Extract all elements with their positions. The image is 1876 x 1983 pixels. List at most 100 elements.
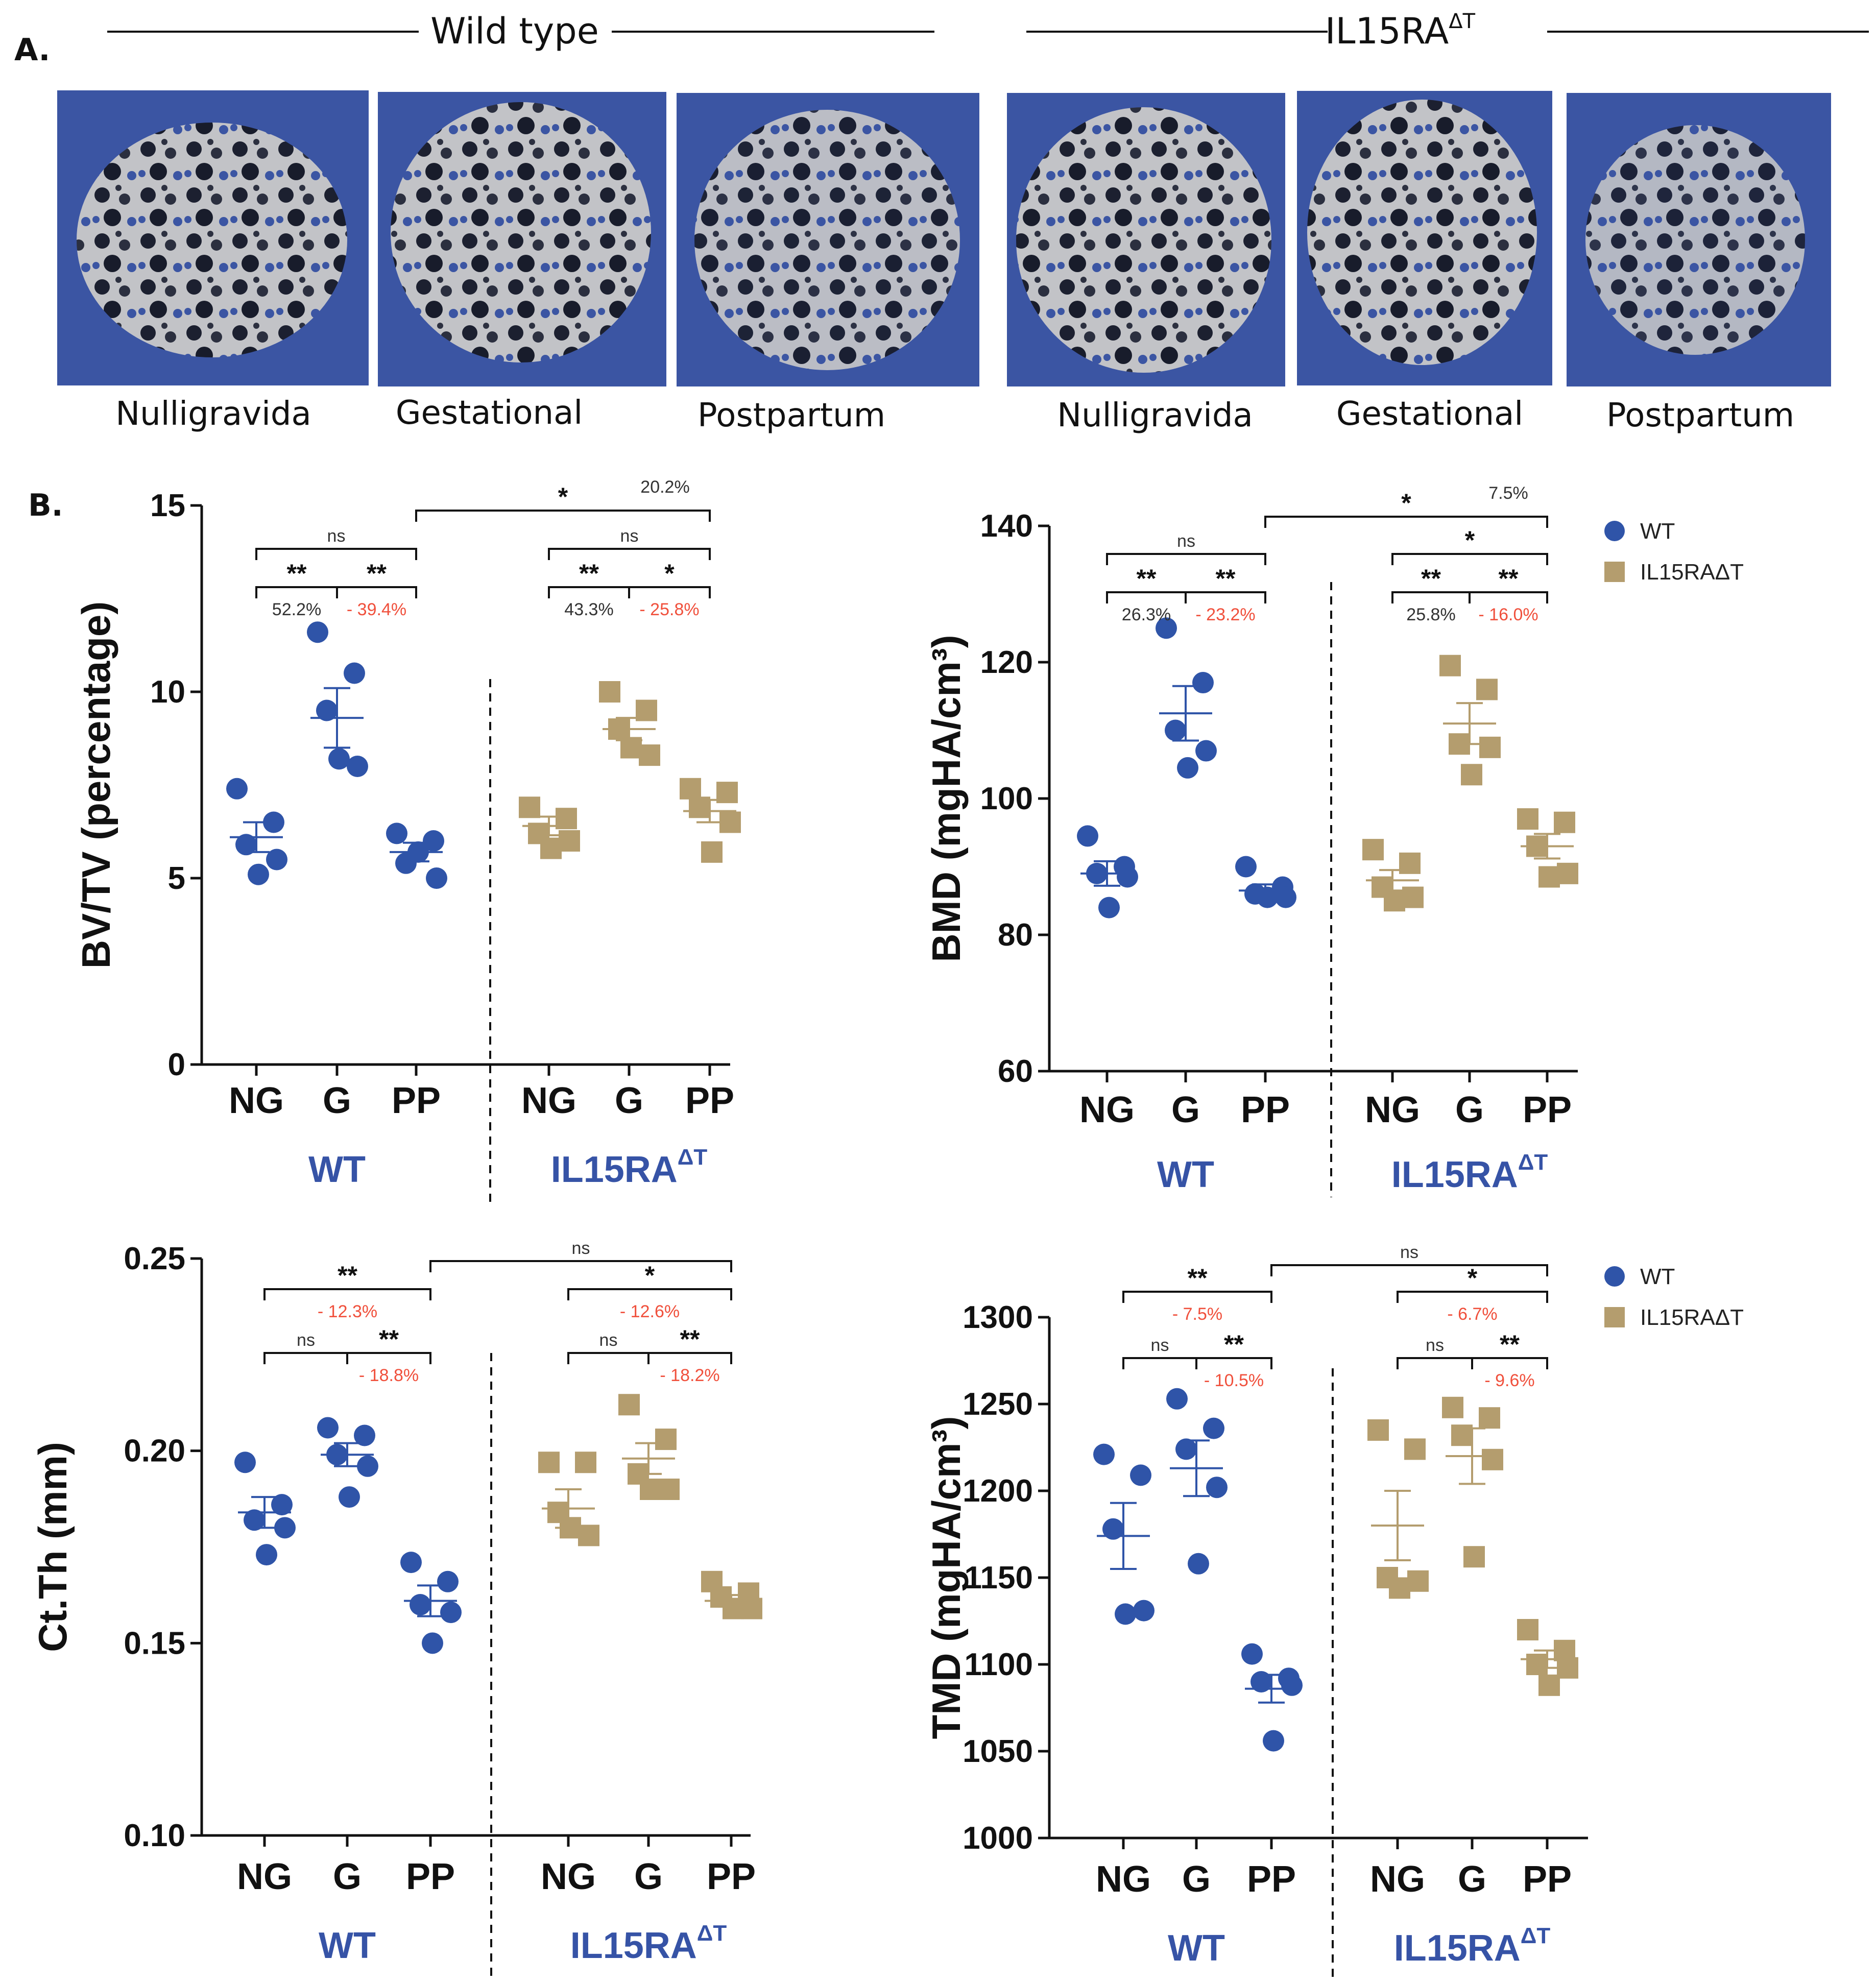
percent-change: - 25.8% <box>639 600 699 619</box>
percent-change: 26.3% <box>1122 605 1171 624</box>
data-point-wt <box>1250 1671 1272 1692</box>
data-point-il15ra <box>1384 890 1405 912</box>
data-point-wt <box>1188 1553 1209 1575</box>
group-label-text: IL15RA <box>551 1149 678 1190</box>
significance-bracket <box>1195 1357 1272 1369</box>
data-point-il15ra <box>575 1452 596 1473</box>
data-point-il15ra <box>1538 1674 1560 1696</box>
significance-bracket <box>1122 1291 1272 1303</box>
data-point-wt <box>1086 862 1108 884</box>
data-point-wt <box>226 778 248 800</box>
significance-stars: ** <box>287 559 307 588</box>
data-point-wt <box>1130 1464 1151 1486</box>
data-point-il15ra <box>1476 679 1498 700</box>
microct-image-wt-postpartum: Postpartum <box>677 93 979 434</box>
significance-bracket <box>1397 1291 1548 1303</box>
y-axis-label: BMD (mgHA/cm³) <box>924 635 969 962</box>
data-point-il15ra <box>1517 808 1538 830</box>
data-point-wt <box>422 1632 443 1654</box>
percent-change: - 6.7% <box>1447 1304 1497 1324</box>
group-label: IL15RAΔT <box>1391 1150 1548 1195</box>
significance-bracket <box>567 1288 732 1300</box>
x-category-label: NG <box>521 1080 576 1121</box>
data-point-il15ra <box>1479 1407 1500 1429</box>
y-axis-label: BV/TV (percentage) <box>74 601 118 969</box>
data-point-wt <box>317 1417 339 1439</box>
significance-bracket <box>1122 1357 1197 1369</box>
data-point-wt <box>248 863 269 885</box>
x-category-label: PP <box>707 1856 756 1897</box>
data-point-il15ra <box>540 837 562 859</box>
data-point-wt <box>1275 886 1296 908</box>
group-label: WT <box>1157 1154 1214 1195</box>
data-point-il15ra <box>538 1452 560 1473</box>
chart-tmd: 1000 1050 1100 1150 1200 1250 1300 NG G PP NG G PP TM… <box>924 1243 1744 1978</box>
data-point-il15ra <box>1526 1654 1548 1675</box>
x-category-label: PP <box>1523 1859 1572 1900</box>
percent-change: 20.2% <box>640 477 689 497</box>
data-point-wt <box>386 823 407 844</box>
y-tick-label: 140 <box>980 509 1033 544</box>
x-category-label: G <box>1458 1859 1486 1900</box>
group-header-il15ra: IL15RAΔT <box>1026 10 1869 52</box>
significance-bracket <box>1270 1264 1548 1276</box>
y-tick-label: 0 <box>168 1047 185 1082</box>
significance-bracket <box>346 1352 431 1364</box>
data-point-il15ra <box>1439 655 1461 676</box>
data-point-wt <box>256 1544 277 1566</box>
y-tick-label: 1000 <box>963 1821 1033 1856</box>
group-label-text: WT <box>308 1149 366 1190</box>
data-point-il15ra <box>640 1479 661 1500</box>
y-tick-label: 1150 <box>964 1560 1033 1595</box>
group-header-wild-type: Wild type <box>107 10 934 52</box>
y-tick-label: 1100 <box>964 1647 1033 1682</box>
chart-bmd: 60 80 100 120 140 NG G PP NG G PP BMD (mgHA/cm³) WT I… <box>924 483 1744 1197</box>
significance-bracket <box>1264 516 1548 528</box>
significance-ns: ns <box>599 1331 618 1350</box>
data-point-il15ra <box>620 737 642 759</box>
significance-bracket <box>1397 1357 1473 1369</box>
significance-bracket <box>1185 591 1266 603</box>
data-point-wt <box>316 699 338 721</box>
significance-ns: ns <box>297 1331 315 1350</box>
group-label-sup: ΔT <box>697 1921 727 1946</box>
data-point-wt <box>1102 1518 1124 1540</box>
data-point-wt <box>1133 1600 1155 1622</box>
data-point-il15ra <box>608 718 630 740</box>
group-label-sup: ΔT <box>1521 1923 1551 1948</box>
data-point-il15ra <box>689 796 710 818</box>
group-label: IL15RAΔT <box>551 1145 708 1190</box>
data-point-il15ra <box>1517 1619 1538 1640</box>
header-il15ra-text: IL15RA <box>1325 10 1449 52</box>
data-point-il15ra <box>519 796 540 818</box>
significance-bracket <box>1106 553 1266 565</box>
data-point-il15ra <box>655 1429 677 1450</box>
header-il15ra: IL15RAΔT <box>1325 10 1476 52</box>
legend-marker-il15ra <box>1604 1307 1625 1327</box>
data-point-wt <box>1177 757 1198 779</box>
significance-stars: * <box>1468 1264 1478 1292</box>
header-il15ra-sup: ΔT <box>1449 10 1475 33</box>
legend-marker-wt <box>1604 1266 1625 1287</box>
x-category-label: PP <box>406 1856 455 1897</box>
data-point-il15ra <box>578 1525 599 1546</box>
significance-bracket <box>647 1352 732 1364</box>
percent-change: - 9.6% <box>1484 1371 1534 1390</box>
x-category-label: G <box>615 1080 643 1121</box>
data-point-wt <box>1156 617 1177 639</box>
x-category-label: NG <box>1365 1090 1420 1130</box>
data-point-il15ra <box>1526 835 1548 857</box>
group-label: IL15RAΔT <box>570 1921 727 1966</box>
data-point-il15ra <box>556 808 577 830</box>
data-point-wt <box>1192 672 1214 694</box>
image-label: Nulligravida <box>115 395 311 433</box>
x-category-label: NG <box>1096 1859 1151 1900</box>
percent-change: 7.5% <box>1488 483 1528 503</box>
data-point-wt <box>357 1455 378 1477</box>
data-point-wt <box>437 1570 459 1592</box>
significance-bracket <box>567 1352 650 1364</box>
data-point-wt <box>426 867 447 889</box>
data-point-il15ra <box>599 681 620 703</box>
significance-bracket <box>263 1352 348 1364</box>
significance-bracket <box>1391 591 1471 603</box>
